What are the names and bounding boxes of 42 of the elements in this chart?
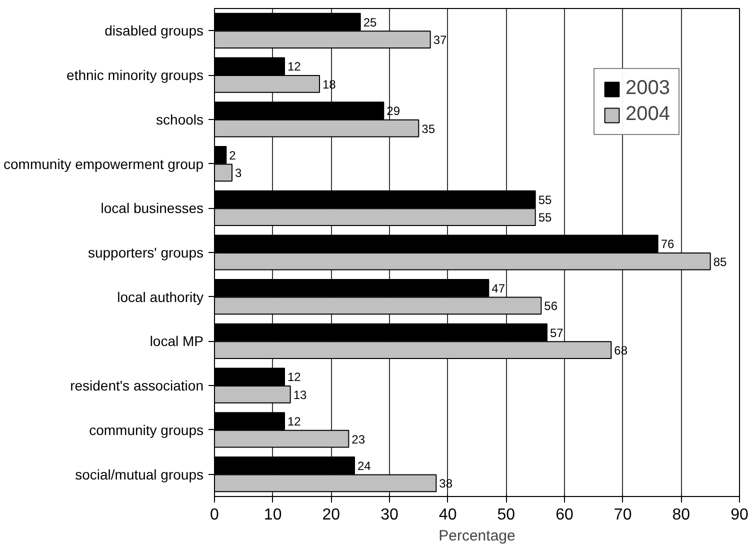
x-tick-label: 10 [264,506,282,524]
data-label: 56 [544,299,558,314]
x-axis-title: Percentage [438,528,516,544]
x-tick-label: 20 [322,506,340,524]
x-tick-label: 80 [672,506,690,524]
y-tick-label: disabled groups [104,22,204,39]
data-label: 12 [288,414,302,429]
x-tick-label: 60 [556,506,574,524]
x-tick-label: 90 [730,506,748,524]
data-label: 47 [492,281,506,296]
x-tick-label: 70 [614,506,632,524]
data-label: 55 [538,210,552,225]
data-label: 55 [538,192,552,207]
data-label: 3 [235,166,242,180]
data-label: 35 [422,122,436,136]
data-label: 24 [358,458,372,473]
data-label: 85 [713,254,728,269]
data-label: 25 [363,15,378,30]
x-tick-label: 0 [210,506,220,524]
data-label: 12 [288,370,302,384]
y-tick-label: local businesses [100,200,204,216]
y-tick-label: schools [156,111,204,128]
data-label: 57 [550,326,564,340]
data-label: 37 [433,33,448,48]
y-tick-label: community empowerment group [4,156,204,172]
data-label: 23 [352,432,366,446]
x-tick-label: 40 [438,506,457,524]
y-tick-label: resident's association [70,378,204,394]
legend-label: 2003 [626,77,670,100]
y-tick-label: supporters' groups [88,244,204,260]
legend-label: 2004 [626,103,670,126]
data-label: 2 [229,148,236,162]
data-label: 12 [288,60,302,74]
y-tick-label: social/mutual groups [75,466,204,482]
x-tick-label: 50 [497,506,516,524]
data-label: 76 [660,237,675,252]
x-tick-label: 30 [380,506,398,524]
y-tick-label: community groups [89,422,204,438]
data-label: 13 [293,388,308,402]
y-tick-label: local authority [117,288,204,305]
y-tick-label: local MP [150,333,204,350]
y-tick-label: ethnic minority groups [66,67,204,84]
